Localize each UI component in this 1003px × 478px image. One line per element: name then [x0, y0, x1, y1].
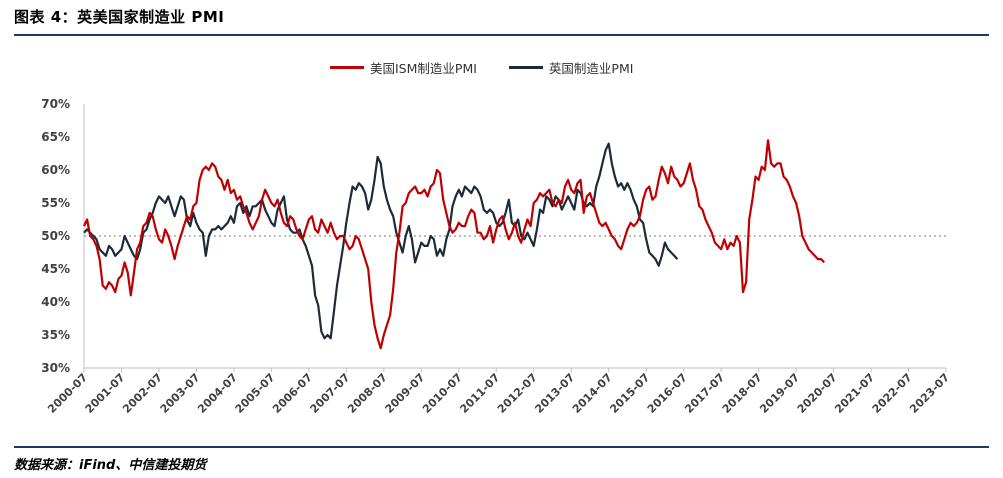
x-tick-label: 2003-07 — [158, 371, 203, 416]
source-note: 数据来源：iFind、中信建投期货 — [14, 458, 207, 473]
y-tick-label: 70% — [41, 97, 70, 111]
legend-label-uk: 英国制造业PMI — [548, 61, 634, 76]
y-tick-label: 60% — [41, 163, 70, 177]
x-tick-label: 2021-07 — [832, 371, 877, 416]
series-line-uk — [83, 142, 679, 340]
bottom-divider — [14, 446, 989, 448]
y-tick-label: 65% — [41, 130, 70, 144]
x-tick-label: 2000-07 — [45, 371, 90, 416]
pmi-line-chart: 30% 35% 40% 45% 50% 55% 60% 65% 70% 2000-072001-0… — [41, 97, 952, 416]
x-tick-label: 2005-07 — [233, 371, 278, 416]
series-lines — [83, 139, 826, 350]
x-tick-label: 2023-07 — [907, 371, 952, 416]
x-tick-label: 2016-07 — [645, 371, 690, 416]
x-tick-label: 2013-07 — [532, 371, 577, 416]
y-tick-label: 55% — [41, 196, 70, 210]
x-tick-label: 2015-07 — [607, 371, 652, 416]
x-tick-label: 2001-07 — [83, 371, 128, 416]
legend-swatch-us — [330, 66, 364, 69]
x-tick-label: 2010-07 — [420, 371, 465, 416]
x-tick-label: 2002-07 — [120, 371, 165, 416]
legend-item-uk: 英国制造业PMI — [508, 58, 634, 77]
y-tick-label: 30% — [41, 361, 70, 375]
x-tick-label: 2020-07 — [795, 371, 840, 416]
x-tick-label: 2017-07 — [682, 371, 727, 416]
legend-swatch-uk — [508, 66, 543, 69]
series-line-us-ism — [83, 139, 826, 350]
x-tick-label: 2007-07 — [308, 371, 353, 416]
x-tick-label: 2006-07 — [270, 371, 315, 416]
y-tick-label: 50% — [41, 229, 70, 243]
legend-label-us: 美国ISM制造业PMI — [370, 61, 477, 76]
x-tick-label: 2004-07 — [195, 371, 240, 416]
x-tick-label: 2009-07 — [383, 371, 428, 416]
y-tick-label: 45% — [41, 262, 70, 276]
x-tick-label: 2012-07 — [495, 371, 540, 416]
x-tick-label: 2014-07 — [570, 371, 615, 416]
legend-item-us: 美国ISM制造业PMI — [330, 58, 477, 77]
x-tick-label: 2019-07 — [757, 371, 802, 416]
figure-title: 图表 4：英美国家制造业 PMI — [14, 8, 225, 26]
x-tick-label: 2022-07 — [870, 371, 915, 416]
chart-legend: 美国ISM制造业PMI 英国制造业PMI — [330, 58, 633, 77]
top-divider — [14, 34, 989, 36]
x-tick-label: 2018-07 — [720, 371, 765, 416]
y-tick-label: 35% — [41, 328, 70, 342]
x-tick-label: 2008-07 — [345, 371, 390, 416]
x-tick-label: 2011-07 — [457, 371, 502, 416]
y-tick-label: 40% — [41, 295, 70, 309]
